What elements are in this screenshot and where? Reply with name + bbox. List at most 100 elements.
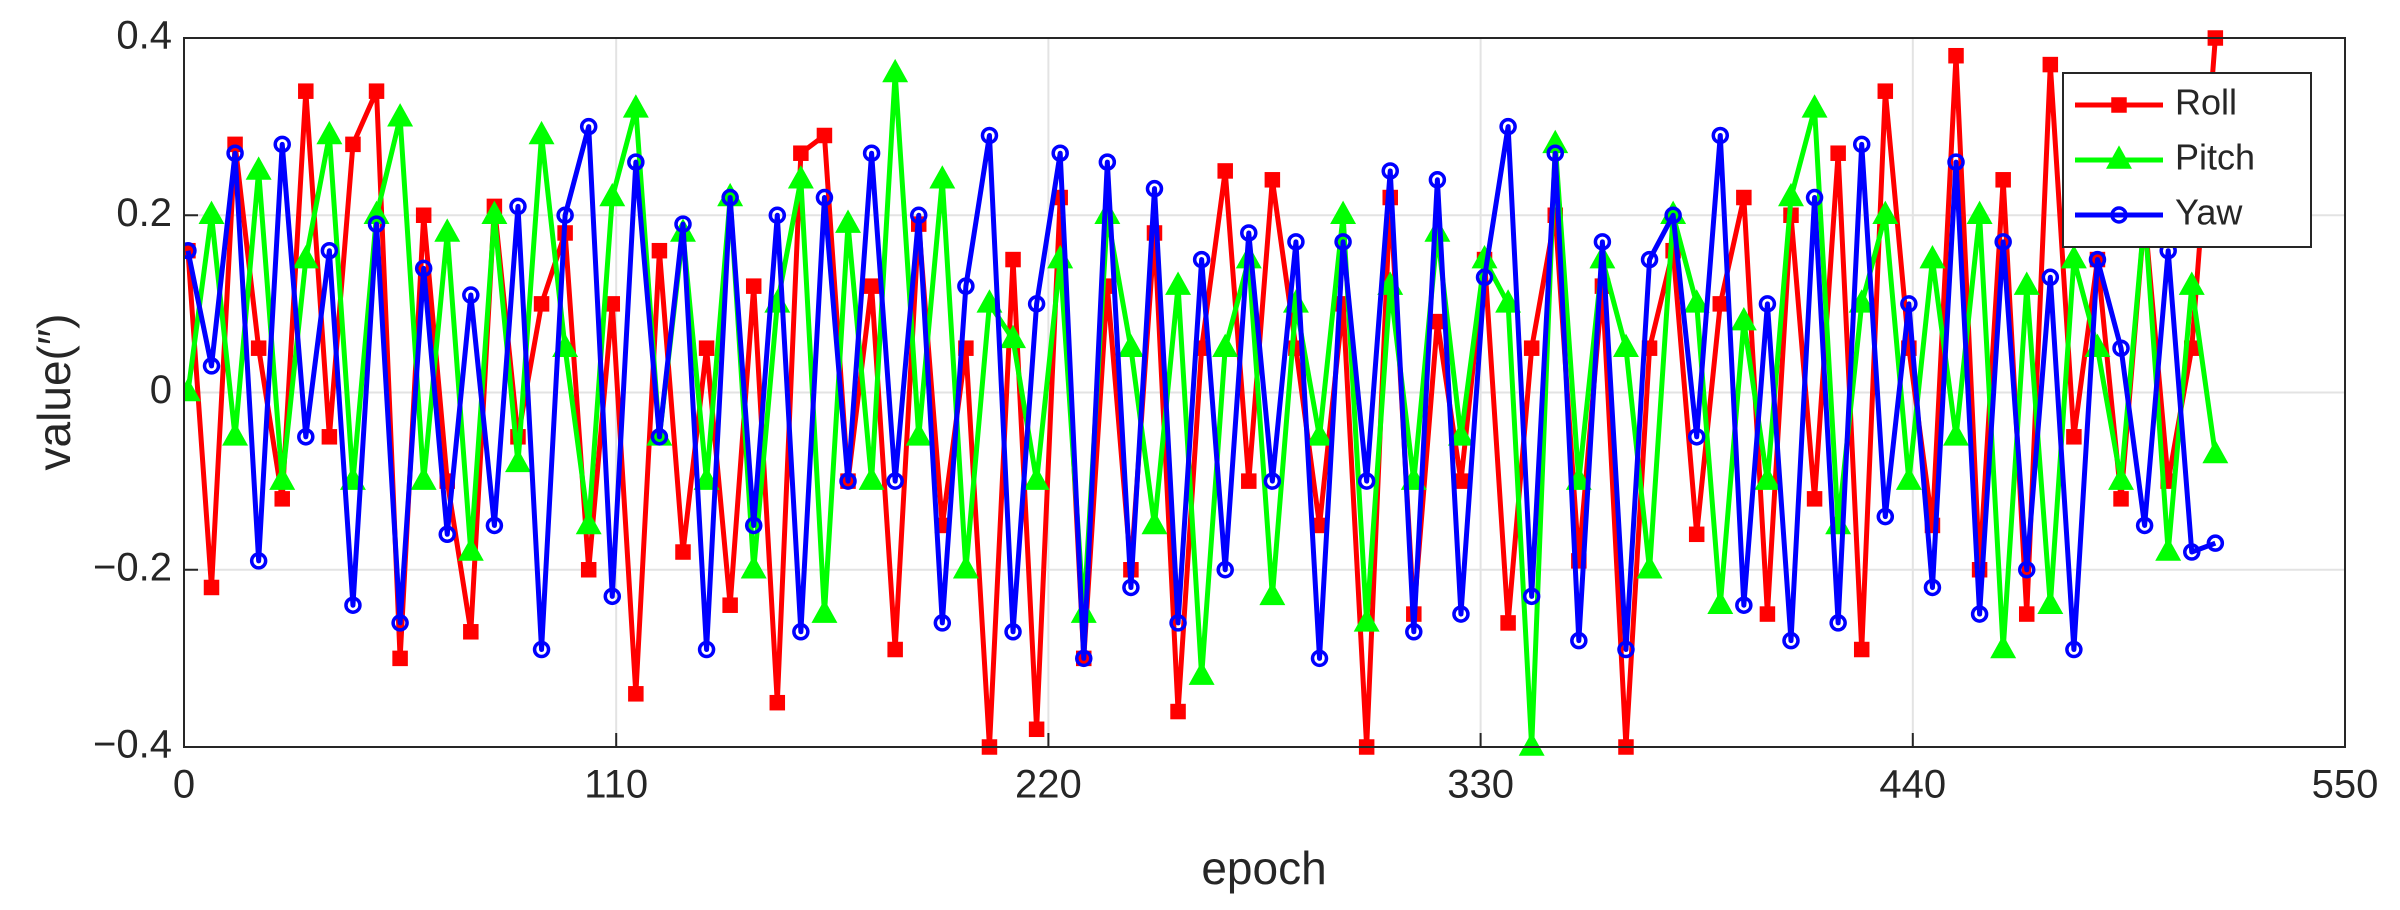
marker bbox=[1117, 333, 1144, 357]
marker bbox=[933, 614, 952, 632]
marker bbox=[957, 277, 975, 295]
marker bbox=[1353, 608, 1380, 632]
marker bbox=[463, 624, 479, 640]
marker bbox=[415, 207, 432, 223]
marker bbox=[320, 241, 339, 260]
marker bbox=[184, 377, 201, 402]
marker bbox=[1683, 289, 1710, 313]
marker bbox=[434, 218, 461, 242]
marker bbox=[628, 686, 644, 702]
marker bbox=[316, 120, 343, 145]
marker bbox=[1919, 244, 1946, 269]
marker bbox=[1707, 590, 1734, 614]
marker bbox=[952, 555, 979, 579]
x-tick-label: 550 bbox=[2312, 763, 2379, 807]
marker bbox=[250, 340, 267, 356]
marker bbox=[274, 491, 290, 507]
marker bbox=[1947, 153, 1965, 171]
marker bbox=[1381, 162, 1399, 180]
marker bbox=[2018, 606, 2035, 622]
marker bbox=[1593, 233, 1612, 251]
marker bbox=[1948, 47, 1964, 64]
marker bbox=[1240, 224, 1258, 242]
marker bbox=[297, 428, 315, 446]
marker bbox=[815, 188, 834, 207]
x-tick-label: 110 bbox=[584, 763, 648, 807]
marker bbox=[2108, 466, 2135, 490]
x-tick-label: 440 bbox=[1879, 763, 1946, 807]
marker bbox=[580, 562, 597, 578]
marker bbox=[245, 156, 272, 180]
marker bbox=[698, 340, 715, 356]
marker bbox=[387, 103, 414, 127]
marker bbox=[1995, 172, 2011, 188]
marker bbox=[321, 429, 338, 445]
marker bbox=[1990, 634, 2017, 659]
marker bbox=[273, 135, 291, 154]
marker bbox=[532, 640, 551, 659]
marker bbox=[1098, 153, 1117, 171]
marker bbox=[1000, 324, 1027, 349]
marker bbox=[1169, 614, 1187, 632]
marker bbox=[2106, 145, 2132, 169]
marker bbox=[863, 278, 880, 294]
marker bbox=[740, 555, 767, 579]
marker bbox=[1452, 605, 1470, 623]
marker bbox=[768, 206, 787, 224]
marker bbox=[1640, 250, 1659, 269]
marker bbox=[1475, 268, 1494, 287]
marker bbox=[929, 165, 956, 189]
marker bbox=[2202, 439, 2229, 464]
marker bbox=[1028, 721, 1045, 738]
marker bbox=[1216, 561, 1234, 579]
marker bbox=[504, 448, 531, 473]
marker bbox=[1405, 623, 1423, 641]
marker bbox=[793, 145, 809, 161]
marker bbox=[481, 200, 508, 224]
y-tick-label: 0.4 bbox=[116, 14, 172, 58]
marker bbox=[1523, 340, 1540, 356]
marker bbox=[2042, 56, 2059, 73]
marker bbox=[2017, 561, 2036, 579]
marker bbox=[1051, 144, 1069, 162]
marker bbox=[298, 83, 314, 99]
marker bbox=[697, 640, 716, 659]
marker bbox=[1664, 206, 1682, 224]
marker bbox=[1730, 306, 1757, 331]
marker bbox=[579, 117, 598, 136]
marker bbox=[721, 188, 739, 207]
marker bbox=[1259, 581, 1286, 606]
marker bbox=[1852, 135, 1871, 154]
marker bbox=[344, 596, 362, 614]
marker bbox=[249, 552, 268, 570]
marker bbox=[1311, 517, 1328, 534]
marker bbox=[1264, 172, 1281, 188]
marker bbox=[1188, 661, 1215, 685]
marker bbox=[2135, 516, 2154, 535]
marker bbox=[1754, 466, 1781, 490]
x-tick-label: 220 bbox=[1015, 763, 1082, 807]
marker bbox=[599, 182, 626, 207]
marker bbox=[1613, 333, 1639, 357]
marker bbox=[1499, 117, 1517, 136]
x-axis-label: epoch bbox=[1201, 842, 1326, 894]
marker bbox=[391, 614, 409, 632]
marker bbox=[1263, 472, 1282, 490]
marker bbox=[1217, 163, 1233, 179]
marker bbox=[1617, 640, 1635, 659]
marker bbox=[1565, 466, 1592, 490]
marker bbox=[203, 579, 220, 596]
marker bbox=[1923, 578, 1942, 597]
marker bbox=[1306, 422, 1333, 446]
marker bbox=[1829, 614, 1847, 632]
marker bbox=[575, 510, 602, 535]
marker bbox=[184, 241, 197, 260]
marker bbox=[2060, 244, 2087, 269]
marker bbox=[2183, 543, 2201, 561]
marker bbox=[1170, 703, 1186, 720]
marker bbox=[1400, 466, 1427, 490]
marker bbox=[367, 215, 386, 233]
marker bbox=[1141, 510, 1168, 535]
marker bbox=[202, 357, 221, 375]
marker bbox=[462, 286, 480, 304]
